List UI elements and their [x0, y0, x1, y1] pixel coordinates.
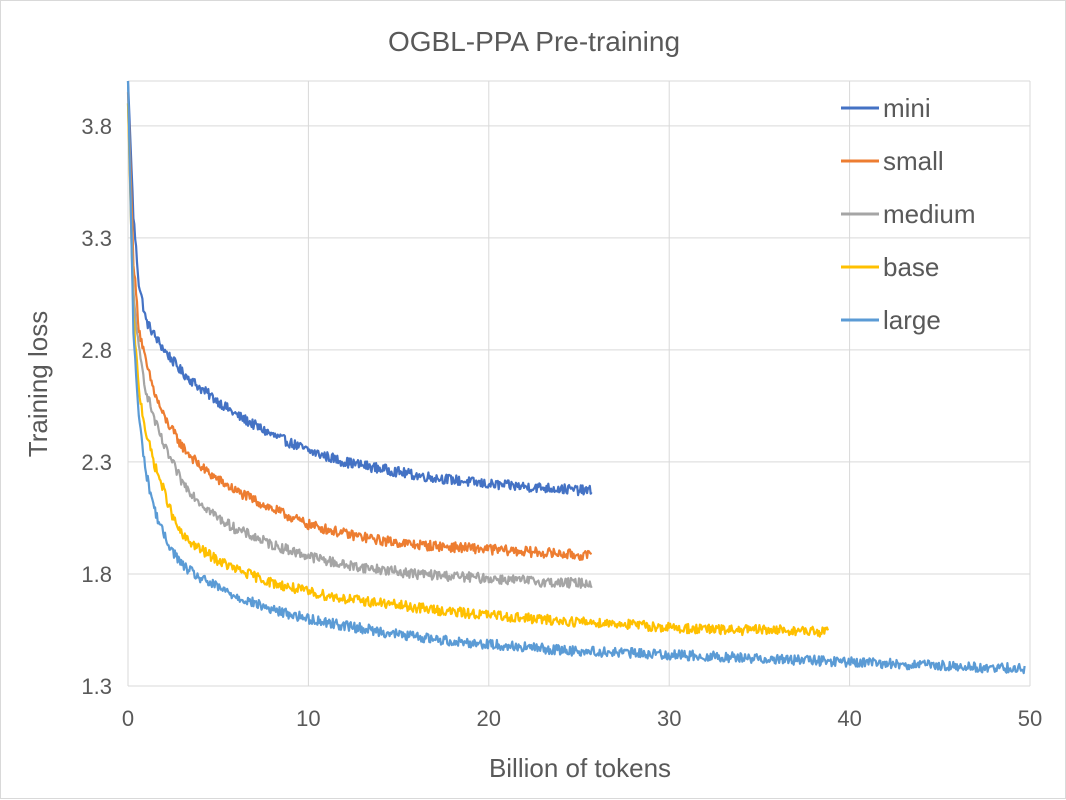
- legend-label-small: small: [883, 146, 944, 176]
- series-line-base: [126, 103, 830, 638]
- legend-label-large: large: [883, 305, 941, 335]
- x-tick-label: 10: [296, 706, 320, 731]
- series-lines: [126, 80, 1026, 675]
- legend-item-base: base: [841, 252, 939, 282]
- series-line-small: [126, 92, 593, 561]
- series-line-medium: [126, 103, 593, 589]
- y-tick-label: 3.8: [81, 114, 112, 139]
- chart-title: OGBL-PPA Pre-training: [388, 26, 680, 57]
- legend: mini small medium base large: [841, 93, 975, 335]
- series-line-mini: [126, 80, 593, 497]
- axes: 1.3 1.8 2.3 2.8 3.3 3.8 0 10 20 30 40 50: [81, 114, 1042, 731]
- x-tick-label: 0: [122, 706, 134, 731]
- x-tick-label: 50: [1018, 706, 1042, 731]
- legend-item-medium: medium: [841, 199, 975, 229]
- x-tick-label: 30: [657, 706, 681, 731]
- x-axis-title: Billion of tokens: [489, 753, 671, 783]
- x-tick-label: 40: [837, 706, 861, 731]
- y-tick-label: 3.3: [81, 226, 112, 251]
- legend-item-small: small: [841, 146, 944, 176]
- y-tick-label: 2.8: [81, 338, 112, 363]
- y-axis-title: Training loss: [23, 311, 53, 457]
- gridlines: [127, 80, 1031, 687]
- y-tick-label: 1.8: [81, 562, 112, 587]
- x-tick-label: 20: [477, 706, 501, 731]
- legend-item-mini: mini: [841, 93, 931, 123]
- legend-label-base: base: [883, 252, 939, 282]
- y-tick-label: 2.3: [81, 450, 112, 475]
- legend-label-mini: mini: [883, 93, 931, 123]
- legend-label-medium: medium: [883, 199, 975, 229]
- legend-item-large: large: [841, 305, 941, 335]
- y-tick-label: 1.3: [81, 674, 112, 699]
- series-line-large: [126, 80, 1026, 675]
